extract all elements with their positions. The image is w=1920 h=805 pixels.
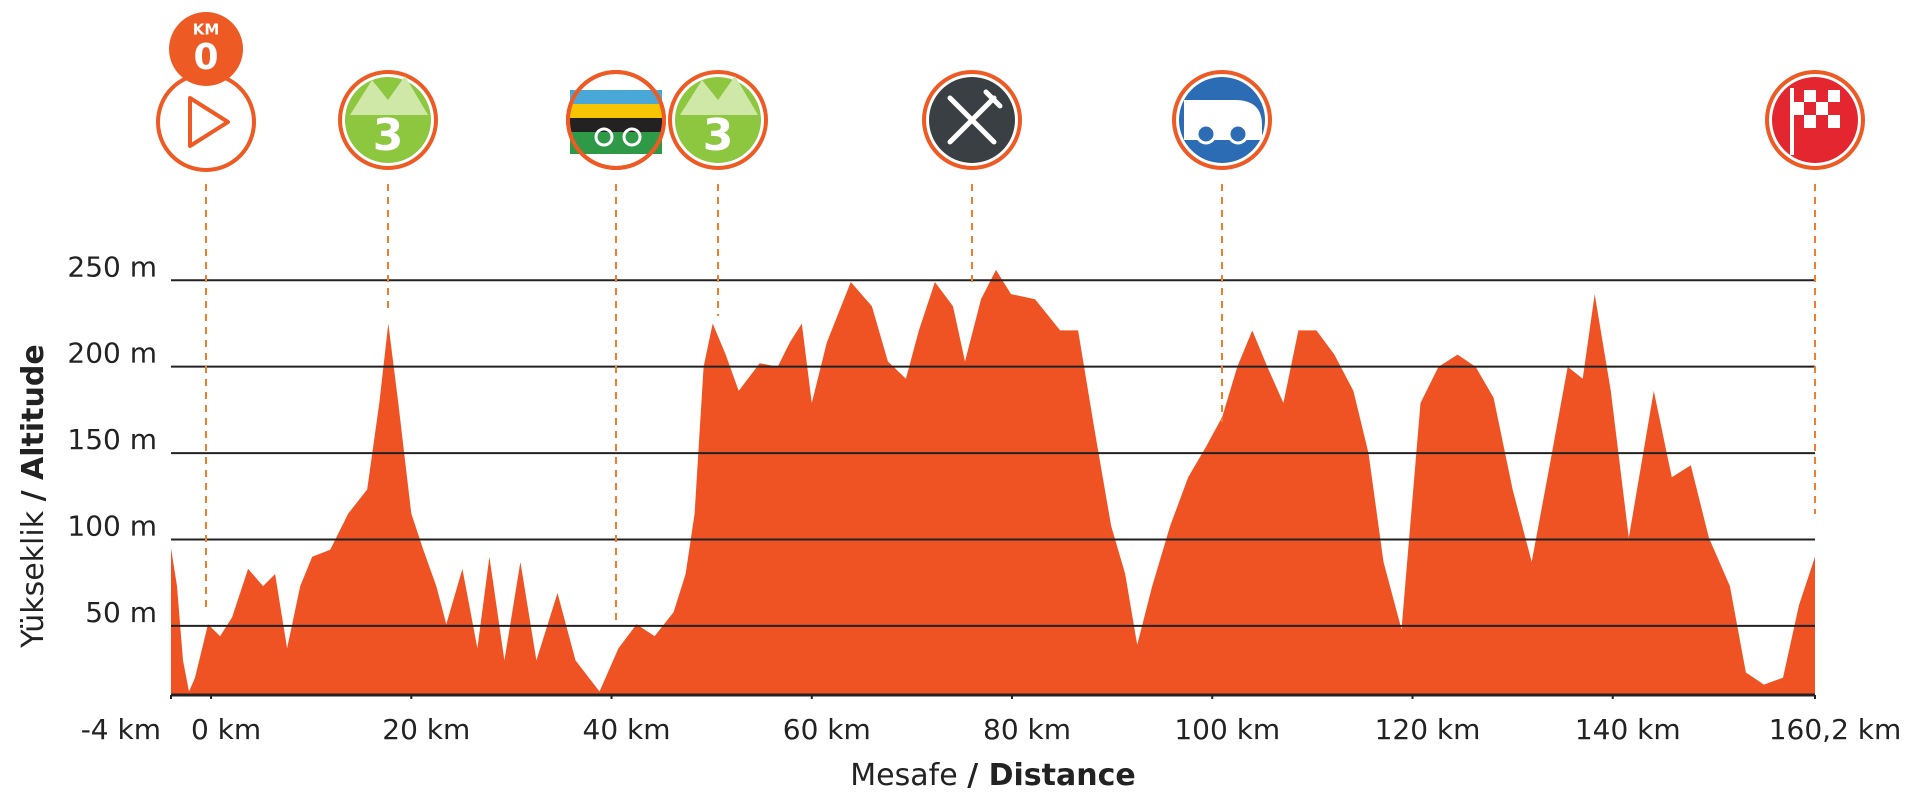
x-axis-title-tr: Mesafe <box>850 758 957 793</box>
climb-category: 3 <box>373 110 404 161</box>
x-tick-label: 100 km <box>1174 713 1280 746</box>
x-tick-label: 80 km <box>983 713 1071 746</box>
x-tick-label: 0 km <box>191 713 261 746</box>
climb-icon: 3 <box>338 70 438 170</box>
y-tick-label: 150 m <box>67 423 157 456</box>
x-tick-label: 120 km <box>1375 713 1481 746</box>
finish-icon <box>1765 70 1865 170</box>
x-tick-label: 60 km <box>783 713 871 746</box>
feed-icon <box>922 70 1022 170</box>
y-axis-title-en: / Altitude <box>16 344 51 501</box>
km-value: 0 <box>193 37 218 78</box>
climb-icon: 3 <box>668 70 768 170</box>
x-axis-title: Mesafe / Distance <box>850 758 1135 793</box>
plot: 50 m 100 m 150 m 200 m 250 m -4 km 0 km 20 km 40… <box>67 250 1901 746</box>
x-tick-label: -4 km <box>81 713 161 746</box>
km-label: KM <box>193 21 220 39</box>
sprint-icon <box>566 70 666 170</box>
x-tick-label: 40 km <box>583 713 671 746</box>
markers: KM 0 3 3 <box>156 12 1865 624</box>
y-tick-label: 100 m <box>67 509 157 542</box>
y-axis-title: Yükseklik / Altitude <box>16 344 51 648</box>
climb-category: 3 <box>703 110 734 161</box>
start-icon: KM 0 <box>156 12 256 172</box>
y-axis-title-tr: Yükseklik <box>16 510 51 648</box>
x-axis-title-en: / Distance <box>967 758 1136 793</box>
y-tick-label: 200 m <box>67 337 157 370</box>
neutral-icon <box>1172 70 1272 170</box>
x-tick-label: 140 km <box>1575 713 1681 746</box>
elevation-area <box>171 269 1815 695</box>
y-tick-label: 250 m <box>67 250 157 283</box>
x-tick-label: 20 km <box>382 713 470 746</box>
y-tick-label: 50 m <box>85 596 157 629</box>
x-tick-label: 160,2 km <box>1769 713 1902 746</box>
